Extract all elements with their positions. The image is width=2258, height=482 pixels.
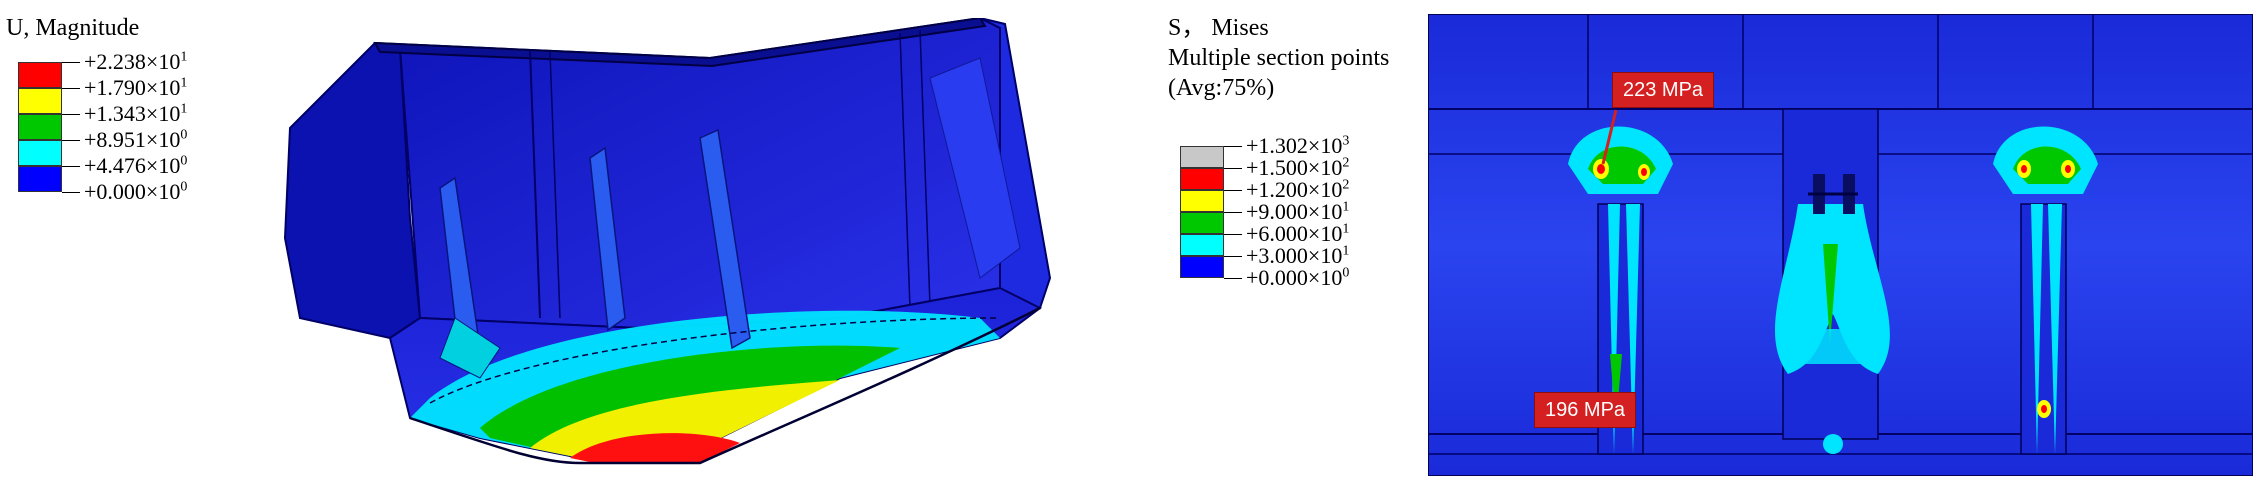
legend-tick <box>1224 278 1242 279</box>
legend-label: +1.343×101 <box>84 101 188 126</box>
bucket-displacement-model <box>283 18 1052 465</box>
legend-tick <box>62 88 80 89</box>
stress-callout-223: 223 MPa <box>1612 72 1715 108</box>
legend-tick <box>62 166 80 167</box>
legend-swatch-blue <box>1180 256 1224 278</box>
legend-tick <box>1224 168 1242 169</box>
stress-legend: +1.302×103 +1.500×102 +1.200×102 +9.000×… <box>1180 134 1420 316</box>
bucket-top-lip <box>373 18 987 68</box>
legend-tick <box>62 114 80 115</box>
legend-label: +1.302×103 <box>1246 133 1350 158</box>
callout-leader-top <box>1601 109 1618 165</box>
legend-label: +3.000×101 <box>1246 243 1350 268</box>
legend-label: +1.500×102 <box>1246 155 1350 180</box>
legend-tick <box>62 140 80 141</box>
legend-swatch-yellow <box>1180 190 1224 212</box>
legend-label: +8.951×100 <box>84 127 188 152</box>
contour-red <box>570 433 740 464</box>
legend-tick <box>1224 212 1242 213</box>
legend-swatch-cyan <box>1180 234 1224 256</box>
legend-swatch-cyan <box>18 140 62 166</box>
stress-legend-title-3: (Avg:75%) <box>1168 75 1275 101</box>
legend-tick <box>1224 190 1242 191</box>
legend-tick <box>1224 234 1242 235</box>
centre-rib-stress <box>1775 108 1890 454</box>
displacement-legend-title: U, Magnitude <box>6 15 140 41</box>
legend-swatch-yellow <box>18 88 62 114</box>
legend-swatch-green <box>18 114 62 140</box>
legend-swatch-red <box>18 62 62 88</box>
legend-swatch-grey <box>1180 146 1224 168</box>
legend-swatch-red <box>1180 168 1224 190</box>
legend-tick <box>1224 256 1242 257</box>
legend-label: +4.476×100 <box>84 153 188 178</box>
legend-tick <box>1224 146 1242 147</box>
stress-callout-196: 196 MPa <box>1534 392 1637 428</box>
bucket-right-plate <box>929 57 1021 279</box>
displacement-legend: +2.238×101 +1.790×101 +1.343×101 +8.951×… <box>18 50 278 222</box>
bucket-rib-mid <box>589 146 626 332</box>
legend-swatch-green <box>1180 212 1224 234</box>
legend-swatch-blue <box>18 166 62 192</box>
contour-yellow <box>530 380 840 458</box>
legend-label: +0.000×100 <box>84 179 188 204</box>
bucket-rib-right <box>699 128 751 350</box>
legend-label: +6.000×101 <box>1246 221 1350 246</box>
legend-label: +1.790×101 <box>84 75 188 100</box>
bucket-left-wall <box>283 41 422 340</box>
displacement-panel: U, Magnitude +2.238×101 +1.790×101 +1.34… <box>6 15 1052 465</box>
legend-tick <box>62 192 80 193</box>
stress-panel: S， Mises Multiple section points (Avg:75… <box>1160 0 2258 482</box>
legend-label: +1.200×102 <box>1246 177 1350 202</box>
stress-legend-title-2: Multiple section points <box>1168 45 1390 71</box>
bucket-rib-left-tip <box>439 317 501 379</box>
legend-tick <box>62 62 80 63</box>
right-rib-stress <box>1993 126 2098 455</box>
legend-label: +0.000×100 <box>1246 265 1350 290</box>
legend-label: +2.238×101 <box>84 49 188 74</box>
legend-label: +9.000×101 <box>1246 199 1350 224</box>
stress-legend-title-1: S， Mises <box>1168 15 1269 41</box>
